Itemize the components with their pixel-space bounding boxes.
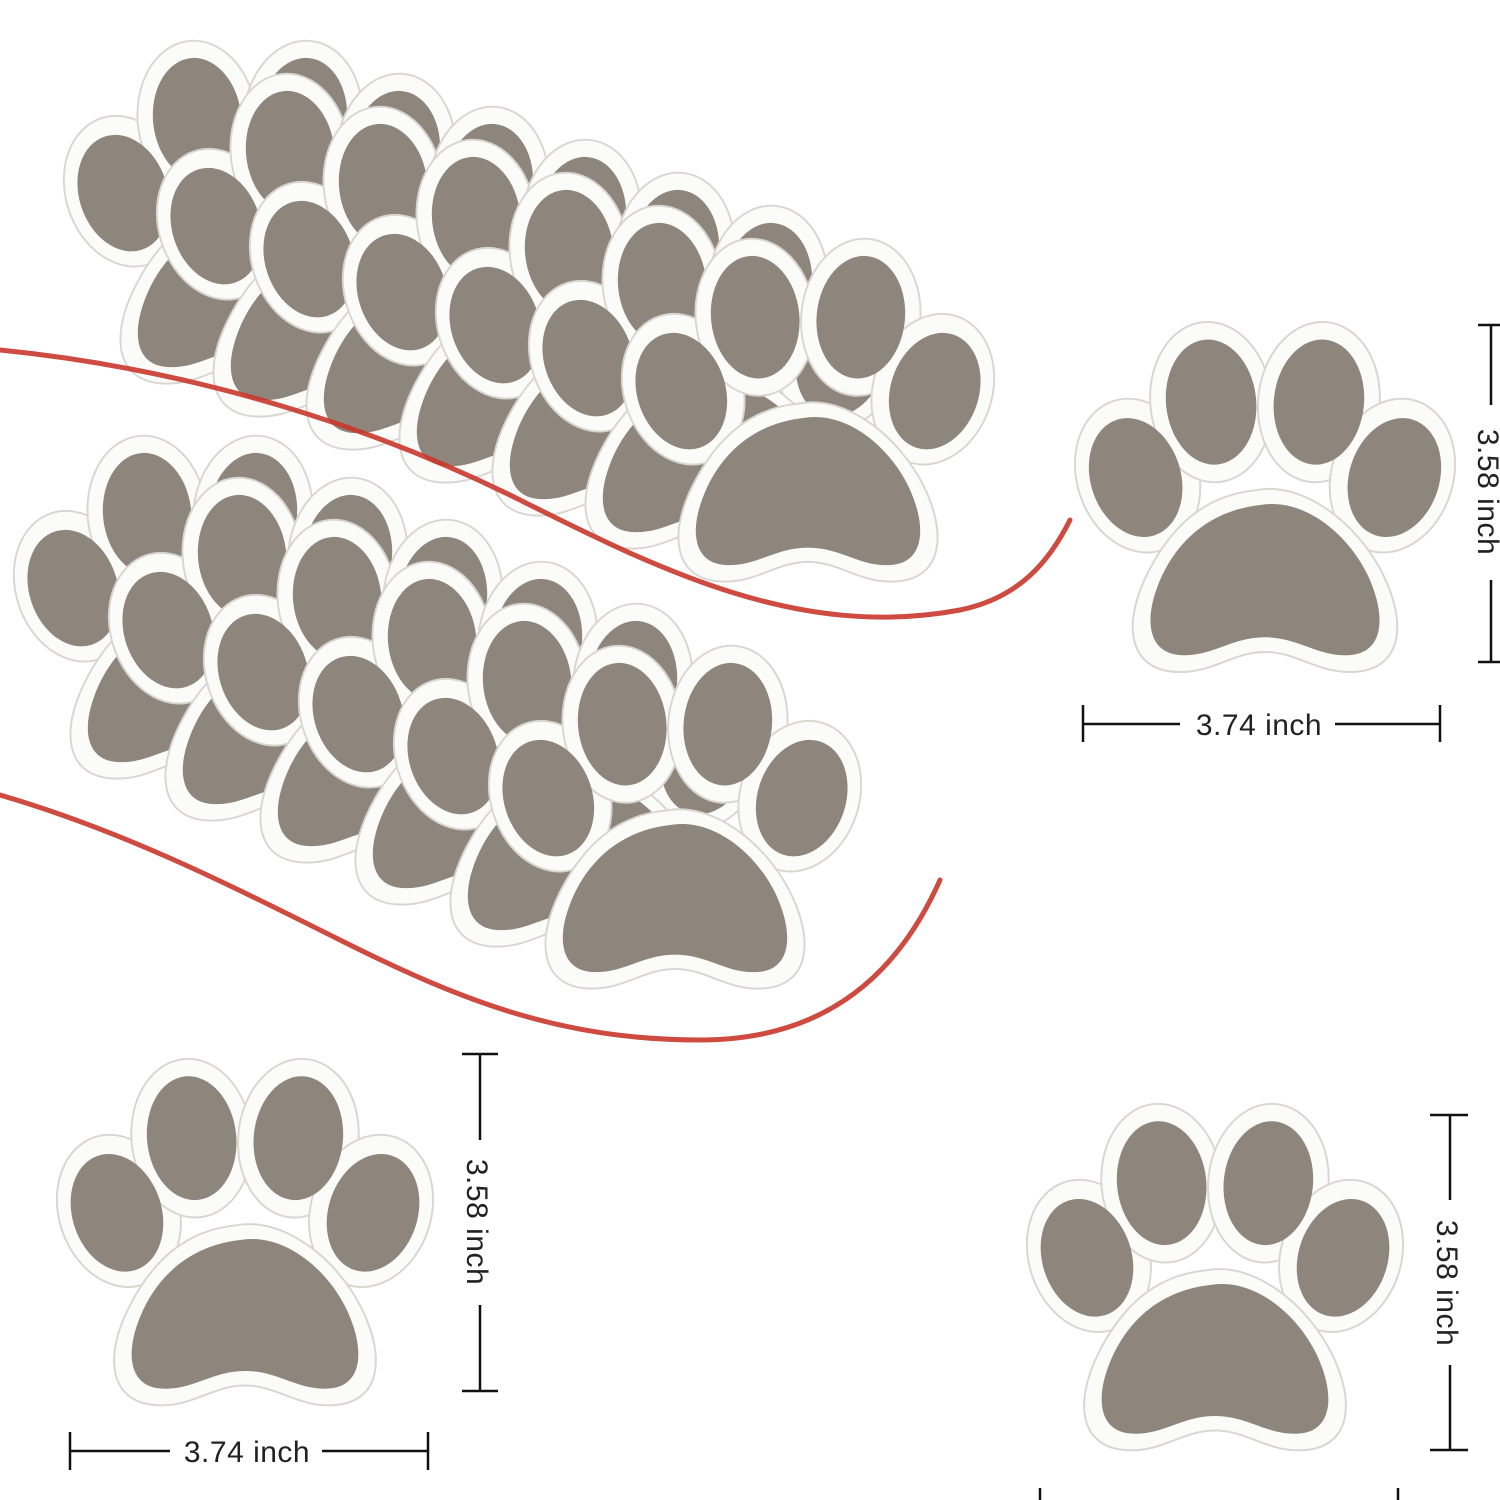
width-dimension-bottom-left (68, 1432, 430, 1470)
height-label-bottom-left: 3.58 inch (460, 1159, 493, 1285)
width-label-top-right: 3.74 inch (1196, 709, 1322, 742)
paw-print-icon (1054, 314, 1476, 674)
height-label-bottom-right: 3.58 inch (1430, 1220, 1463, 1346)
accent-curve-lower (0, 792, 943, 1043)
width-dimension-bottom-right (1038, 1488, 1400, 1500)
height-label-top-right: 3.58 inch (1471, 429, 1500, 555)
height-dimension-bottom-right (1430, 1113, 1468, 1452)
width-label-bottom-left: 3.74 inch (184, 1436, 310, 1469)
paw-print-icon (36, 1051, 454, 1407)
width-dimension-top-right (1081, 705, 1442, 742)
accent-curve-upper (0, 347, 1073, 620)
height-dimension-bottom-left (462, 1052, 498, 1393)
paw-print-icon (1006, 1096, 1424, 1452)
height-dimension-top-right (1478, 323, 1500, 664)
